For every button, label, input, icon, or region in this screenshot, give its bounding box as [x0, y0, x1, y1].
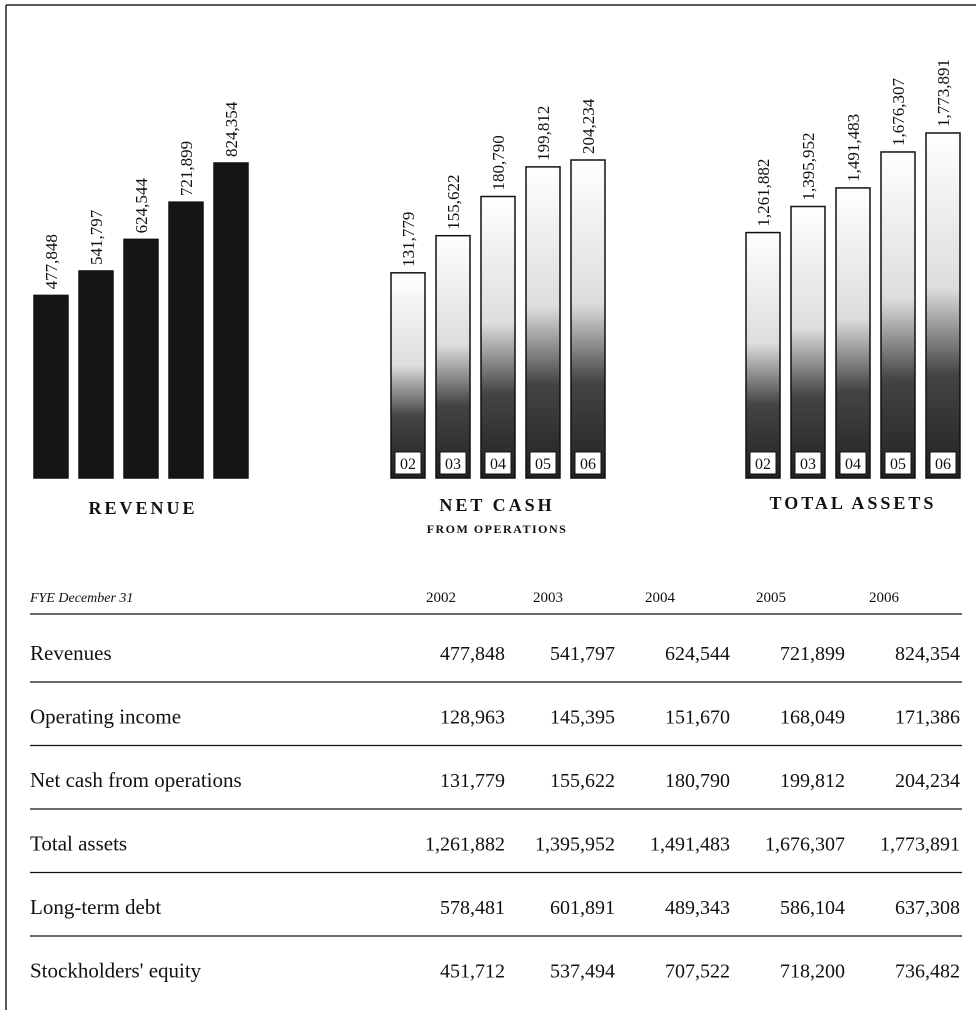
- value-label: 199,812: [534, 106, 553, 161]
- year-box: [484, 451, 512, 475]
- row-label: Operating income: [30, 705, 181, 729]
- cell: 721,899: [780, 643, 845, 665]
- cell: 204,234: [895, 770, 960, 792]
- year-box: [394, 451, 422, 475]
- cell: 624,544: [665, 643, 730, 665]
- value-label: 1,261,882: [754, 159, 773, 227]
- bar: [880, 151, 916, 479]
- bar: [570, 159, 606, 479]
- bar: [835, 187, 871, 479]
- cell: 707,522: [665, 961, 730, 983]
- cell: 601,891: [550, 897, 615, 919]
- year-box: [929, 451, 957, 475]
- cell: 171,386: [895, 707, 960, 729]
- cell: 180,790: [665, 770, 730, 792]
- chart-title: NET CASH: [439, 495, 554, 515]
- cell: 1,395,952: [535, 834, 615, 856]
- chart-title: TOTAL ASSETS: [770, 493, 937, 513]
- row-label: Long-term debt: [30, 895, 161, 919]
- year-label: 05: [535, 456, 551, 473]
- cell: 824,354: [895, 643, 960, 665]
- row-label: Total assets: [30, 832, 127, 856]
- chart-subtitle: FROM OPERATIONS: [427, 522, 568, 536]
- cell: 1,676,307: [765, 834, 845, 856]
- table-header-year: 2003: [533, 590, 563, 606]
- bar: [123, 238, 159, 479]
- row-label: Stockholders' equity: [30, 959, 202, 983]
- value-label: 180,790: [489, 135, 508, 190]
- cell: 145,395: [550, 707, 615, 729]
- year-label: 04: [845, 456, 861, 473]
- year-label: 03: [800, 456, 816, 473]
- year-box: [794, 451, 822, 475]
- table-header-year: 2002: [426, 590, 456, 606]
- year-label: 06: [935, 456, 951, 473]
- cell: 451,712: [440, 961, 505, 983]
- cell: 155,622: [550, 770, 615, 792]
- cell: 489,343: [665, 897, 730, 919]
- year-label: 05: [890, 456, 906, 473]
- year-label: 03: [445, 456, 461, 473]
- cell: 151,670: [665, 707, 730, 729]
- bar: [435, 234, 471, 479]
- cell: 541,797: [550, 643, 615, 665]
- value-label: 721,899: [177, 141, 196, 196]
- year-box: [749, 451, 777, 475]
- bar: [480, 195, 516, 479]
- table-header-year: 2005: [756, 590, 786, 606]
- chart-title: REVENUE: [88, 498, 197, 518]
- cell: 1,261,882: [425, 834, 505, 856]
- bar: [745, 231, 781, 479]
- year-label: 06: [580, 456, 596, 473]
- cell: 1,773,891: [880, 834, 960, 856]
- value-label: 155,622: [444, 174, 463, 229]
- cell: 718,200: [780, 961, 845, 983]
- cell: 537,494: [550, 961, 615, 983]
- cell: 168,049: [780, 707, 845, 729]
- cell: 199,812: [780, 770, 845, 792]
- bar: [33, 294, 69, 479]
- cell: 578,481: [440, 897, 505, 919]
- year-box: [529, 451, 557, 475]
- year-label: 02: [400, 456, 416, 473]
- value-label: 1,395,952: [799, 133, 818, 201]
- bar: [790, 205, 826, 479]
- year-label: 02: [755, 456, 771, 473]
- table-header-year: 2004: [645, 590, 676, 606]
- year-box: [884, 451, 912, 475]
- cell: 637,308: [895, 897, 960, 919]
- cell: 586,104: [780, 897, 845, 919]
- table-header-label: FYE December 31: [29, 591, 133, 606]
- value-label: 131,779: [399, 212, 418, 267]
- bar: [213, 162, 249, 479]
- cell: 1,491,483: [650, 834, 730, 856]
- cell: 131,779: [440, 770, 505, 792]
- row-label: Net cash from operations: [30, 768, 242, 792]
- value-label: 204,234: [579, 98, 598, 154]
- bar: [168, 201, 204, 479]
- bar: [390, 272, 426, 479]
- bar: [925, 132, 961, 479]
- year-box: [574, 451, 602, 475]
- year-label: 04: [490, 456, 506, 473]
- value-label: 541,797: [87, 209, 106, 265]
- table-header-year: 2006: [869, 590, 900, 606]
- bar: [78, 270, 114, 479]
- cell: 477,848: [440, 643, 505, 665]
- value-label: 624,544: [132, 178, 151, 234]
- row-label: Revenues: [30, 641, 112, 665]
- value-label: 824,354: [222, 101, 241, 157]
- cell: 736,482: [895, 961, 960, 983]
- cell: 128,963: [440, 707, 505, 729]
- value-label: 1,676,307: [889, 77, 908, 146]
- value-label: 477,848: [42, 234, 61, 289]
- bar: [525, 166, 561, 479]
- year-box: [439, 451, 467, 475]
- value-label: 1,773,891: [934, 59, 953, 127]
- year-box: [839, 451, 867, 475]
- value-label: 1,491,483: [844, 114, 863, 182]
